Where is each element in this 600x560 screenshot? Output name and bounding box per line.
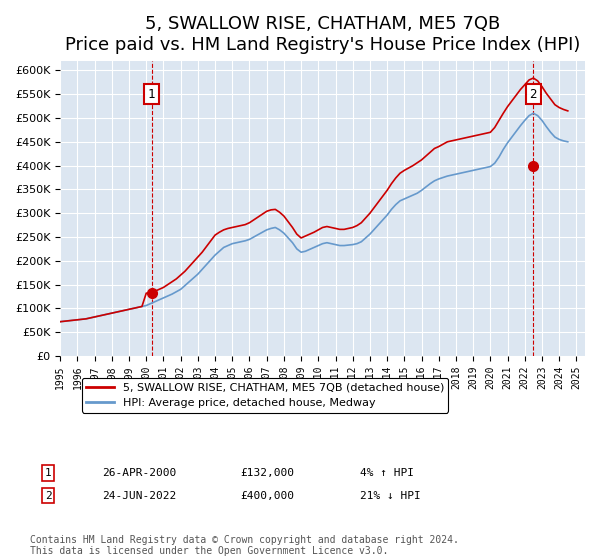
Text: Contains HM Land Registry data © Crown copyright and database right 2024.
This d: Contains HM Land Registry data © Crown c… [30, 535, 459, 557]
Text: 2: 2 [529, 88, 537, 101]
Title: 5, SWALLOW RISE, CHATHAM, ME5 7QB
Price paid vs. HM Land Registry's House Price : 5, SWALLOW RISE, CHATHAM, ME5 7QB Price … [65, 15, 580, 54]
Legend: 5, SWALLOW RISE, CHATHAM, ME5 7QB (detached house), HPI: Average price, detached: 5, SWALLOW RISE, CHATHAM, ME5 7QB (detac… [82, 378, 448, 413]
Text: 21% ↓ HPI: 21% ↓ HPI [360, 491, 421, 501]
Text: 24-JUN-2022: 24-JUN-2022 [102, 491, 176, 501]
Text: £400,000: £400,000 [240, 491, 294, 501]
Text: 4% ↑ HPI: 4% ↑ HPI [360, 468, 414, 478]
Text: 26-APR-2000: 26-APR-2000 [102, 468, 176, 478]
Text: £132,000: £132,000 [240, 468, 294, 478]
Text: 1: 1 [148, 88, 155, 101]
Text: 1: 1 [44, 468, 52, 478]
Text: 2: 2 [44, 491, 52, 501]
